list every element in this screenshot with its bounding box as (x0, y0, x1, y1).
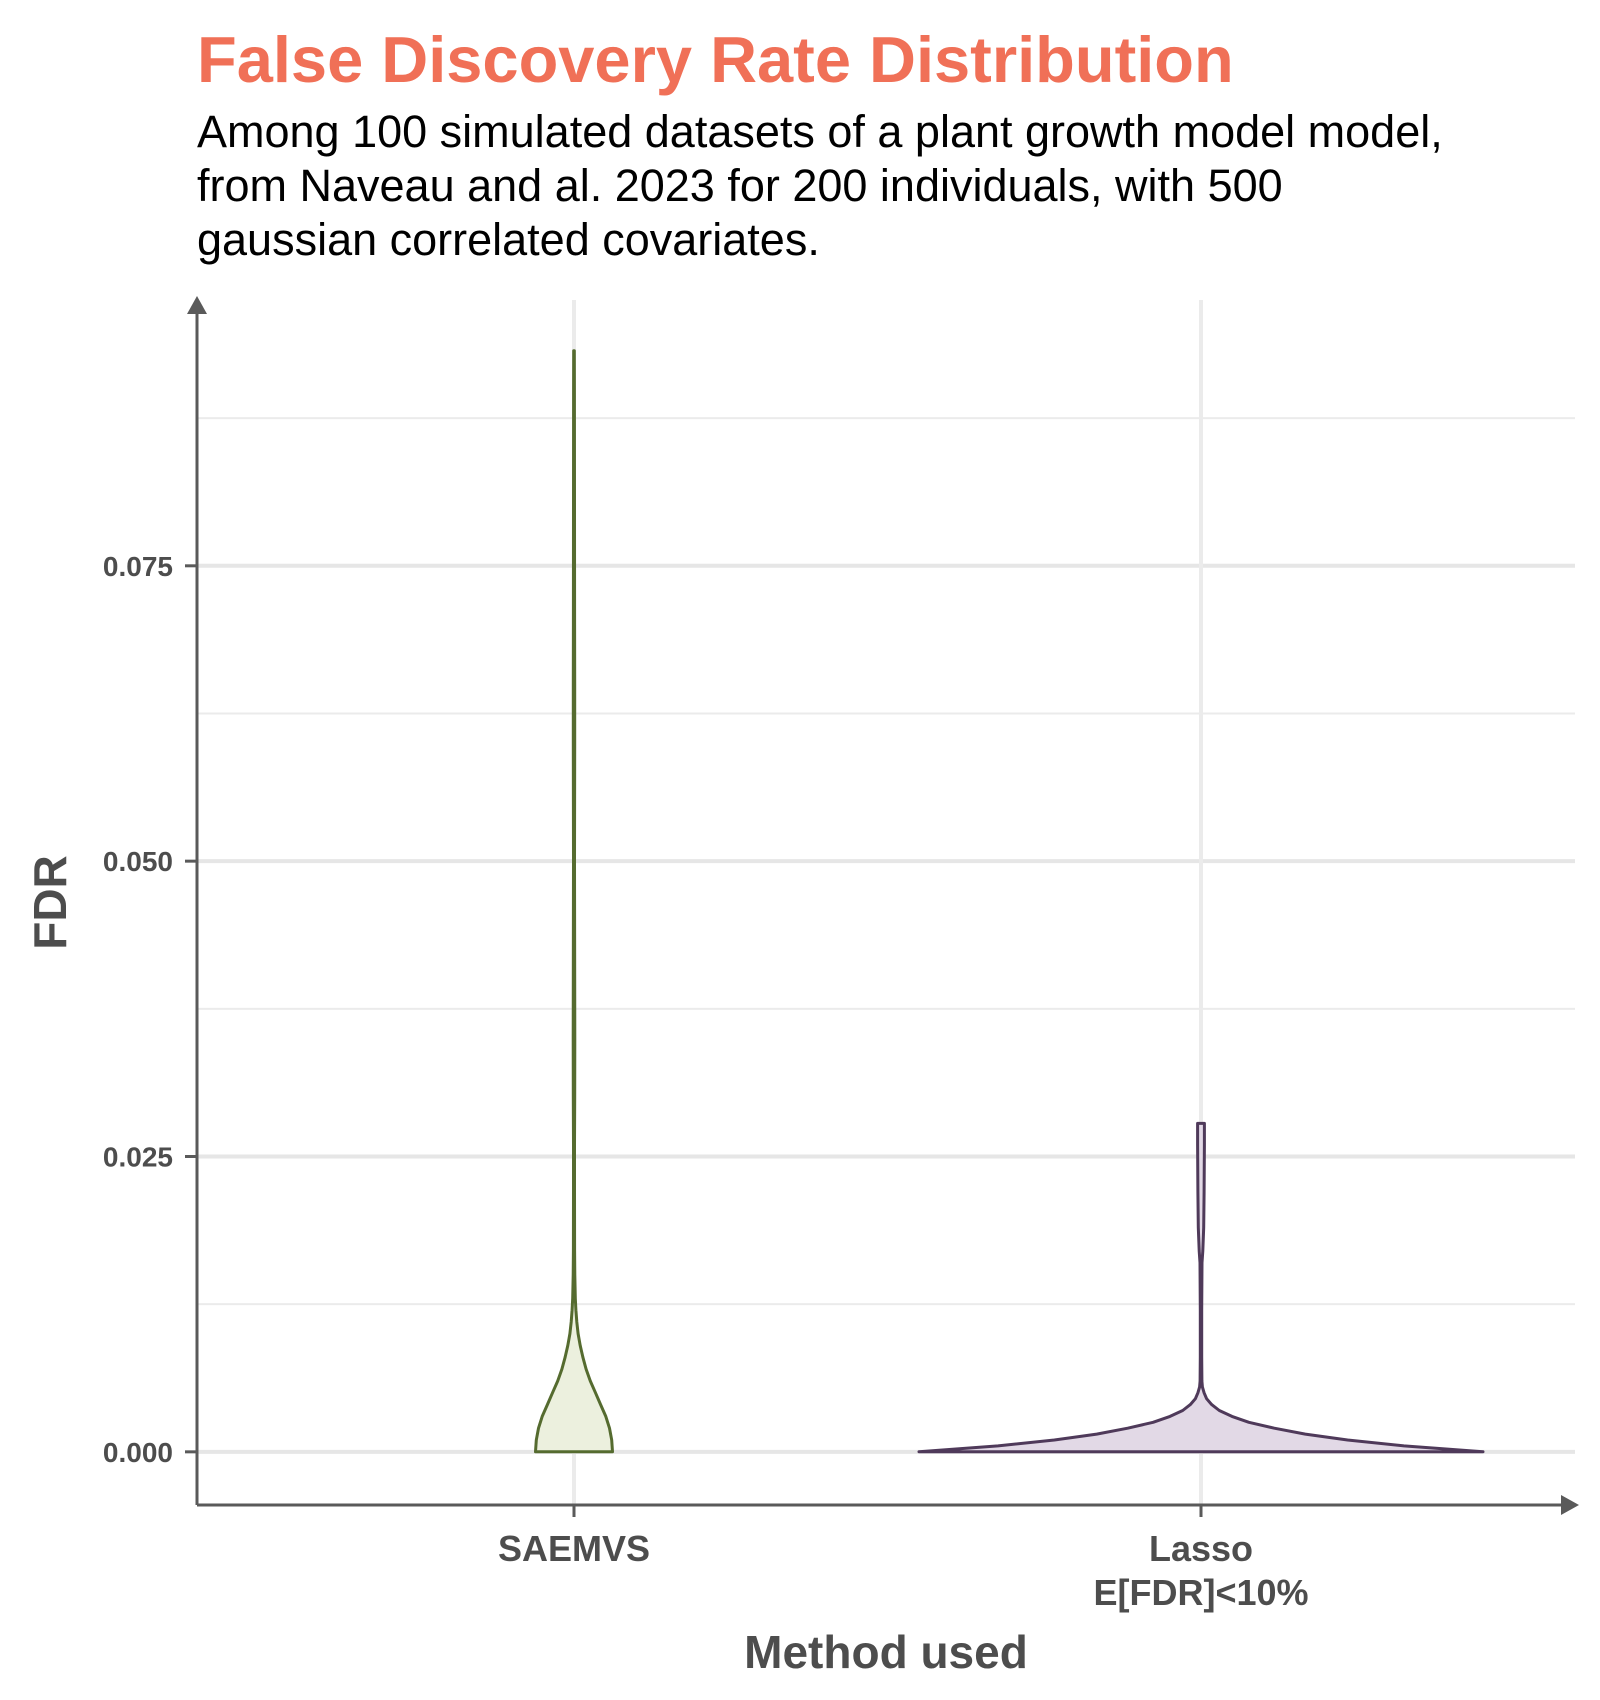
y-axis-arrow (187, 296, 207, 314)
y-tick-label: 0.075 (103, 551, 173, 582)
x-axis-title: Method used (744, 1626, 1028, 1678)
x-tick-label: E[FDR]<10% (1093, 1572, 1308, 1613)
chart-subtitle: Among 100 simulated datasets of a plant … (197, 105, 1597, 267)
subtitle-line: from Naveau and al. 2023 for 200 individ… (197, 160, 1283, 211)
y-axis-title: FDR (24, 855, 76, 950)
chart-title: False Discovery Rate Distribution (197, 23, 1234, 96)
x-tick-label: SAEMVS (498, 1528, 650, 1569)
axes (185, 296, 1579, 1517)
violins (534, 349, 1485, 1454)
subtitle-line: gaussian correlated covariates. (197, 214, 820, 265)
axis-labels: 0.000 0.025 0.050 0.075 SAEMVS LassoE[FDR]<10… (24, 551, 1309, 1678)
violin-0 (534, 349, 614, 1454)
subtitle-line: Among 100 simulated datasets of a plant … (197, 106, 1443, 157)
y-tick-label: 0.000 (103, 1437, 173, 1468)
grid-lines (197, 300, 1575, 1505)
x-axis-arrow (1561, 1495, 1579, 1515)
y-tick-label: 0.050 (103, 846, 173, 877)
y-tick-label: 0.025 (103, 1141, 173, 1172)
violin-1 (917, 1121, 1485, 1454)
x-tick-label: Lasso (1149, 1528, 1253, 1569)
